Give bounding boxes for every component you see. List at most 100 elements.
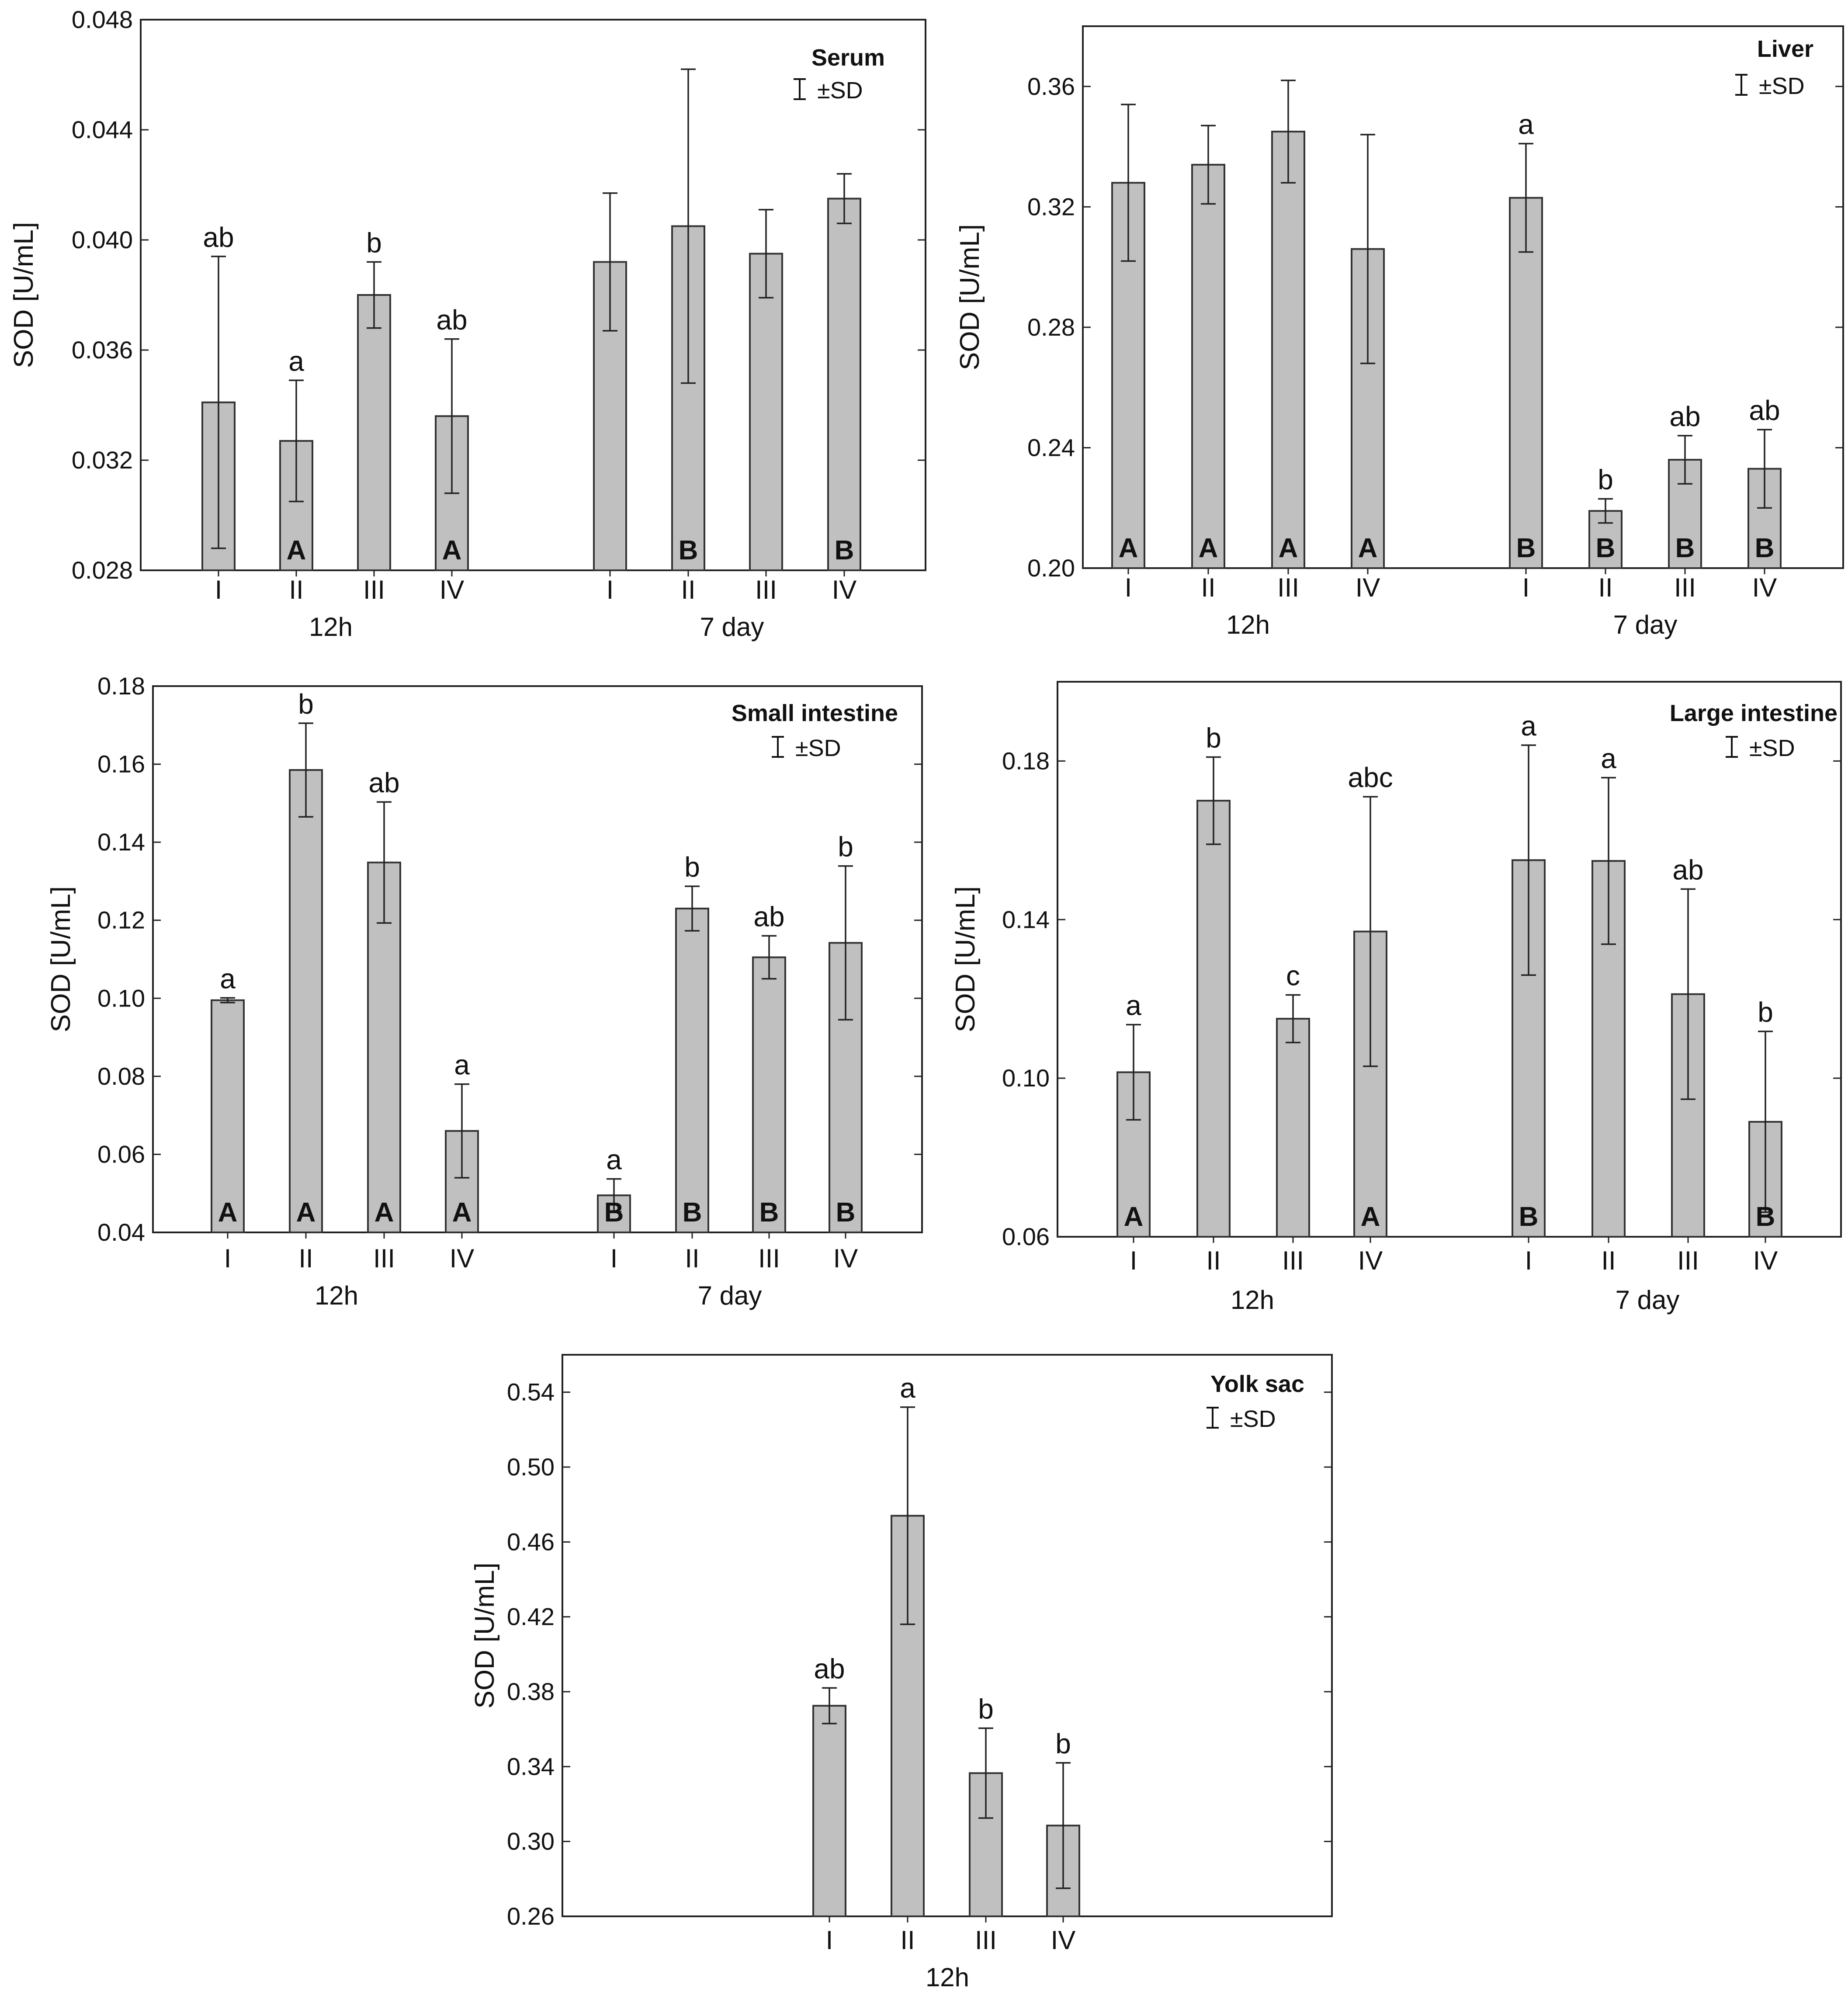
plot-frame	[1057, 681, 1842, 1238]
y-tick-label: 0.20	[1027, 554, 1075, 582]
sd-legend-text: ±SD	[795, 735, 841, 761]
bar	[1509, 197, 1543, 569]
x-tick-label: III	[975, 1926, 997, 1955]
x-tick-label: III	[758, 1244, 780, 1273]
sd-legend-text: ±SD	[817, 77, 863, 104]
panel-title: Large intestine	[1670, 700, 1838, 726]
significance-letter: a	[454, 1049, 470, 1081]
significance-letter: b	[1598, 464, 1613, 496]
y-tick-label: 0.36	[1027, 73, 1075, 100]
significance-letter: ab	[203, 222, 234, 253]
significance-letter: ab	[436, 304, 467, 336]
time-letter: B	[759, 1197, 779, 1228]
significance-letter: a	[1518, 109, 1534, 140]
time-letter: A	[1124, 1202, 1144, 1232]
x-tick-label: I	[607, 575, 614, 604]
x-tick-label: IV	[1752, 573, 1777, 602]
sd-legend-text: ±SD	[1230, 1406, 1276, 1432]
significance-letter: b	[978, 1693, 994, 1725]
x-tick-label: II	[1206, 1246, 1220, 1275]
time-letter: A	[374, 1197, 394, 1228]
significance-letter: c	[1286, 960, 1300, 992]
plot-frame	[1082, 25, 1844, 569]
y-tick-label: 0.040	[72, 226, 133, 253]
time-letter: B	[835, 535, 854, 566]
x-tick-label: I	[610, 1244, 618, 1273]
y-tick-label: 0.30	[507, 1828, 555, 1855]
y-tick-label: 0.32	[1027, 193, 1075, 220]
panel-liver: 0.20 0.24 0.28 0.32 0.36 SOD [U/mL] Liver ±SD A I…	[955, 25, 1844, 639]
x-tick-label: III	[373, 1244, 395, 1273]
time-letter: B	[836, 1197, 856, 1228]
panel-title: Small intestine	[732, 700, 898, 726]
group-label: 12h	[1231, 1285, 1274, 1315]
panel-title: Yolk sac	[1210, 1371, 1304, 1397]
significance-letter: b	[1055, 1728, 1071, 1759]
time-letter: B	[1519, 1202, 1539, 1232]
sd-legend-text: ±SD	[1749, 735, 1795, 761]
y-tick-label: 0.16	[97, 750, 145, 778]
x-tick-label: IV	[833, 1244, 858, 1273]
group-label: 7 day	[700, 612, 764, 642]
sd-legend-text: ±SD	[1759, 73, 1805, 99]
x-tick-label: III	[363, 575, 385, 604]
x-tick-label: I	[215, 575, 222, 604]
group-label: 7 day	[698, 1281, 762, 1310]
significance-letter: ab	[1669, 401, 1700, 432]
y-tick-label: 0.06	[1002, 1223, 1050, 1250]
time-letter: A	[442, 535, 462, 566]
time-letter: A	[1279, 533, 1298, 563]
panel-serum: 0.028 0.032 0.036 0.040 0.044 0.048 SOD [U/mL]…	[9, 6, 926, 642]
significance-letter: a	[1126, 990, 1141, 1021]
panel-title: Liver	[1757, 36, 1813, 62]
y-tick-label: 0.12	[97, 906, 145, 934]
x-tick-label: I	[1130, 1246, 1137, 1275]
time-letter: A	[296, 1197, 316, 1228]
significance-letter: b	[298, 688, 314, 720]
bar-group-12h: ab Ia II b III b IV 12h	[812, 1372, 1080, 1992]
bar	[749, 253, 783, 571]
y-tick-label: 0.24	[1027, 434, 1075, 461]
time-letter: B	[1675, 533, 1695, 563]
x-tick-label: IV	[1358, 1246, 1383, 1275]
significance-letter: ab	[753, 901, 784, 932]
group-label: 7 day	[1616, 1285, 1680, 1315]
y-tick-label: 0.08	[97, 1062, 145, 1090]
bar	[1196, 800, 1231, 1238]
x-tick-label: I	[826, 1926, 833, 1955]
y-tick-label: 0.10	[97, 984, 145, 1012]
x-tick-label: II	[1598, 573, 1612, 602]
bar	[827, 198, 861, 571]
y-tick-label: 0.036	[72, 336, 133, 364]
y-tick-label: 0.38	[507, 1678, 555, 1705]
significance-letter: a	[606, 1144, 622, 1176]
y-tick-label: 0.28	[1027, 313, 1075, 341]
y-tick-label: 0.34	[507, 1752, 555, 1780]
group-label: 12h	[1226, 610, 1270, 639]
y-tick-label: 0.14	[97, 828, 145, 856]
y-tick-label: 0.26	[507, 1902, 555, 1930]
significance-letter: ab	[368, 767, 399, 798]
x-tick-label: I	[224, 1244, 232, 1273]
y-tick-label: 0.18	[97, 672, 145, 700]
y-axis-label: SOD [U/mL]	[950, 886, 981, 1032]
bar	[289, 769, 323, 1233]
group-label: 12h	[309, 612, 353, 642]
y-axis-label: SOD [U/mL]	[470, 1562, 500, 1708]
bar-group-12h: ab Ia A II b III ab A IV 12h	[201, 222, 469, 642]
y-tick-label: 0.50	[507, 1453, 555, 1481]
significance-letter: ab	[1672, 854, 1703, 885]
y-tick-label: 0.10	[1002, 1064, 1050, 1092]
significance-letter: b	[1758, 996, 1773, 1028]
y-axis-label: SOD [U/mL]	[955, 224, 985, 370]
x-tick-label: II	[685, 1244, 699, 1273]
x-tick-label: II	[289, 575, 303, 604]
time-letter: B	[1756, 1202, 1775, 1232]
time-letter: A	[1119, 533, 1138, 563]
time-letter: B	[683, 1197, 702, 1228]
y-axis-label: SOD [U/mL]	[9, 222, 39, 368]
